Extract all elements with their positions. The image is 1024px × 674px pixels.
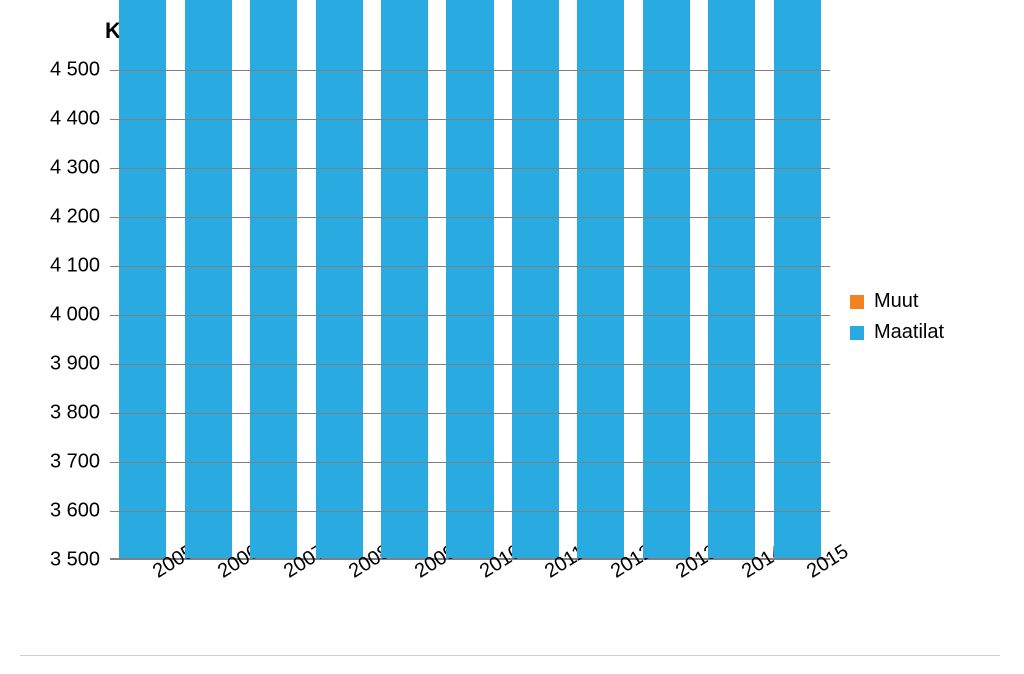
legend-label: Muut — [874, 290, 918, 313]
bar: 2006 — [185, 70, 232, 558]
gridline — [110, 70, 830, 71]
gridline — [110, 413, 830, 414]
gridline — [110, 119, 830, 120]
y-tick-label: 4 400 — [50, 108, 110, 131]
y-tick-label: 3 900 — [50, 353, 110, 376]
bar: 2012 — [577, 70, 624, 558]
bars-layer: 2005 2006 2007 2008 2009 2010 2011 2012 2013 2014… — [110, 70, 830, 558]
legend-swatch — [850, 295, 864, 309]
bar: 2011 — [512, 70, 559, 558]
bar-segment-maatilat — [577, 0, 624, 558]
bar: 2008 — [316, 70, 363, 558]
bar-segment-maatilat — [185, 0, 232, 558]
gridline — [110, 364, 830, 365]
separator-rule — [20, 655, 1000, 656]
bar: 2013 — [643, 70, 690, 558]
gridline — [110, 511, 830, 512]
legend-item-maatilat: Maatilat — [850, 321, 944, 344]
legend: Muut Maatilat — [850, 290, 944, 352]
y-tick-label: 4 000 — [50, 304, 110, 327]
gridline — [110, 315, 830, 316]
gridline — [110, 168, 830, 169]
bar-segment-maatilat — [643, 0, 690, 558]
y-tick-label: 4 500 — [50, 59, 110, 82]
bar-segment-maatilat — [316, 0, 363, 558]
bar-segment-maatilat — [119, 0, 166, 558]
bar: 2009 — [381, 70, 428, 558]
bar-segment-maatilat — [708, 0, 755, 558]
y-tick-label: 4 200 — [50, 206, 110, 229]
y-tick-label: 3 500 — [50, 549, 110, 572]
y-tick-label: 4 100 — [50, 255, 110, 278]
bar: 2015 — [774, 70, 821, 558]
bar: 2007 — [250, 70, 297, 558]
bar: 2014 — [708, 70, 755, 558]
bar: 2005 — [119, 70, 166, 558]
chart-container: Kpl 200520062007200820092010201120122013… — [20, 10, 1004, 650]
legend-item-muut: Muut — [850, 290, 944, 313]
bar: 2010 — [446, 70, 493, 558]
bar-segment-maatilat — [250, 0, 297, 558]
gridline — [110, 217, 830, 218]
y-tick-label: 3 800 — [50, 402, 110, 425]
bar-segment-maatilat — [774, 0, 821, 558]
y-tick-label: 3 700 — [50, 451, 110, 474]
gridline — [110, 266, 830, 267]
bar-segment-maatilat — [446, 0, 493, 558]
bar-segment-maatilat — [512, 0, 559, 558]
y-tick-label: 3 600 — [50, 500, 110, 523]
plot-area: 2005 2006 2007 2008 2009 2010 2011 2012 2013 2014… — [110, 70, 830, 560]
legend-swatch — [850, 326, 864, 340]
legend-label: Maatilat — [874, 321, 944, 344]
bar-segment-maatilat — [381, 0, 428, 558]
y-tick-label: 4 300 — [50, 157, 110, 180]
gridline — [110, 462, 830, 463]
